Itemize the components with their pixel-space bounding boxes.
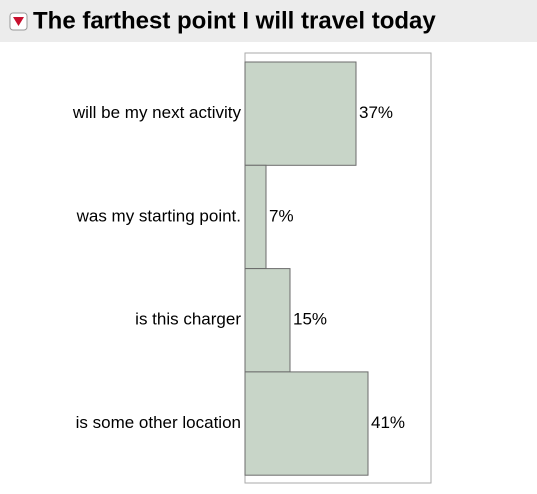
category-label: will be my next activity [72,103,242,122]
value-label: 41% [371,413,405,432]
value-label: 37% [359,103,393,122]
category-label: was my starting point. [76,206,241,225]
bar [244,371,369,476]
chart-title: The farthest point I will travel today [33,7,436,34]
disclosure-triangle [13,17,24,26]
value-label: 7% [269,206,294,225]
category-label: is this charger [135,310,241,329]
title-bar [0,0,537,42]
bar [244,268,291,373]
category-label: is some other location [76,413,241,432]
value-label: 15% [293,310,327,329]
bar [244,164,267,270]
bar [244,61,357,166]
